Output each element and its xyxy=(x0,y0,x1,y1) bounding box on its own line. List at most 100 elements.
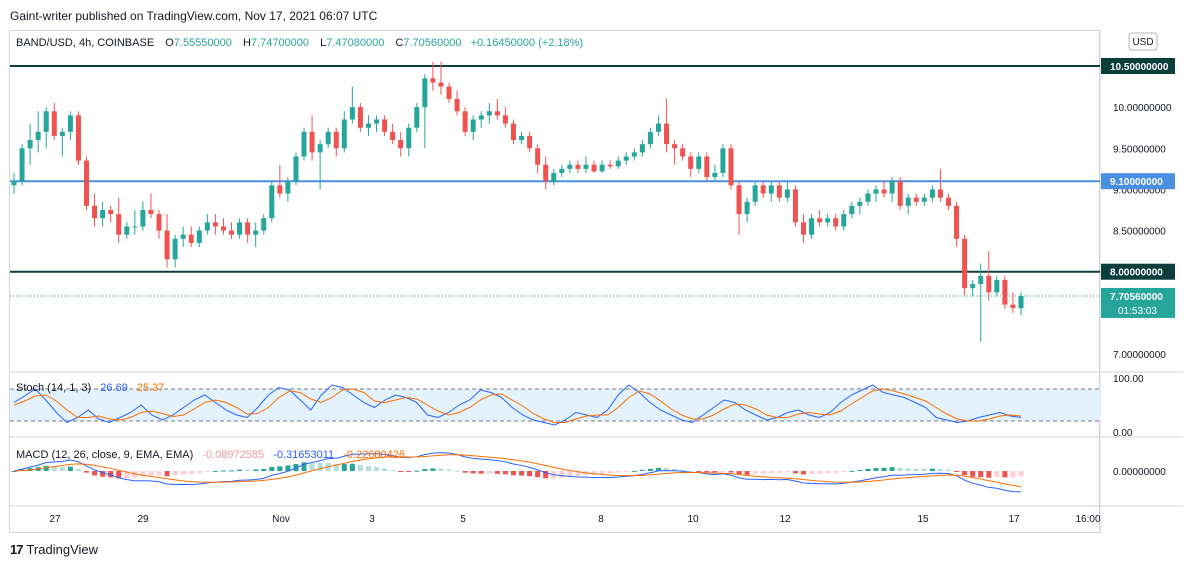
candle-body xyxy=(92,205,98,219)
macd-hist-bar xyxy=(349,463,355,471)
time-axis[interactable]: 27 29 Nov 3 5 8 10 12 15 17 16:00 xyxy=(49,514,1101,525)
time-tick: 12 xyxy=(779,514,791,525)
macd-hist-bar xyxy=(253,469,259,471)
macd-hist-bar xyxy=(261,468,267,471)
time-tick: 8 xyxy=(598,514,604,525)
last-price-badge xyxy=(1101,287,1175,318)
level-badge-label: 10.50000000 xyxy=(1110,62,1169,73)
macd-hist-bar xyxy=(929,468,935,471)
candle-body xyxy=(269,185,275,219)
time-tick: 17 xyxy=(1008,514,1020,525)
candle-series[interactable] xyxy=(11,61,1024,342)
candle-body xyxy=(519,135,525,141)
candle-body xyxy=(180,234,186,239)
macd-hist-bar xyxy=(470,471,476,474)
macd-hist-bar xyxy=(672,468,678,471)
macd-hist-bar xyxy=(655,467,661,471)
macd-hist-bar xyxy=(994,471,1000,478)
time-tick: 27 xyxy=(49,514,61,525)
macd-hist-bar xyxy=(744,471,750,475)
macd-hist-bar xyxy=(317,462,323,471)
time-tick: Nov xyxy=(272,514,290,525)
level-badge xyxy=(1101,58,1175,74)
candle-body xyxy=(1018,295,1024,309)
candle-body xyxy=(591,164,597,172)
candle-body xyxy=(204,222,210,231)
price-tick: 9.00000000 xyxy=(1113,185,1166,196)
macd-hist-bar xyxy=(164,471,170,477)
candle-body xyxy=(212,222,218,227)
macd-hist-bar xyxy=(212,470,218,472)
macd-hist-bar xyxy=(1018,471,1024,477)
price-tick: 10.00000000 xyxy=(1113,103,1172,114)
macd-value: -0.31653011 xyxy=(273,449,334,461)
macd-hist-bar xyxy=(341,464,347,471)
candle-body xyxy=(309,131,315,153)
candle-body xyxy=(897,181,903,206)
candle-body xyxy=(357,107,363,128)
macd-hist-bar xyxy=(140,471,146,477)
candle-body xyxy=(954,205,960,239)
candle-body xyxy=(551,172,557,182)
macd-hist-bar xyxy=(841,471,847,472)
macd-hist-bar xyxy=(680,469,686,471)
symbol-label: BAND/USD, 4h, COINBASE xyxy=(16,37,154,49)
candle-body xyxy=(664,123,670,145)
candle-body xyxy=(438,82,444,87)
candle-body xyxy=(825,218,831,223)
candle-body xyxy=(817,218,823,223)
macd-hist-bar xyxy=(422,469,428,471)
macd-hist-bar xyxy=(245,469,251,471)
candle-body xyxy=(857,201,863,206)
candle-body xyxy=(583,164,589,169)
candle-body xyxy=(921,197,927,202)
candle-body xyxy=(527,135,533,149)
price-axis[interactable]: 10.00000000 9.50000000 9.00000000 8.5000000… xyxy=(1113,103,1172,361)
macd-hist-bar xyxy=(398,471,404,472)
candle-body xyxy=(728,148,734,186)
macd-hist-bar xyxy=(937,468,943,471)
candle-body xyxy=(962,238,968,289)
candle-body xyxy=(535,148,541,165)
open-value: 7.55550000 xyxy=(174,37,232,49)
candle-body xyxy=(937,189,943,198)
candle-body xyxy=(672,144,678,149)
candle-body xyxy=(446,86,452,99)
macd-hist-bar xyxy=(301,462,307,471)
candle-body xyxy=(148,210,154,215)
candle-body xyxy=(615,160,621,167)
macd-hist-bar xyxy=(728,471,734,473)
macd-hist-bar xyxy=(172,471,178,476)
candle-body xyxy=(905,197,911,206)
macd-hist-bar xyxy=(1010,471,1016,478)
candle-body xyxy=(390,131,396,141)
price-tick: 8.50000000 xyxy=(1113,227,1166,238)
tradingview-logo[interactable]: 17 TradingView xyxy=(10,542,99,557)
macd-hist-bar xyxy=(374,466,380,471)
candle-body xyxy=(349,107,355,120)
macd-hist-bar xyxy=(51,466,57,471)
time-tick: 5 xyxy=(460,514,466,525)
macd-hist-bar xyxy=(591,471,597,475)
macd-hist-bar xyxy=(881,467,887,471)
macd-hist-bar xyxy=(825,471,831,474)
candle-body xyxy=(889,181,895,194)
candle-body xyxy=(301,131,307,157)
candle-body xyxy=(414,107,420,128)
macd-hist-bar xyxy=(978,471,984,478)
macd-hist-bar xyxy=(575,471,581,477)
stoch-d-value: 25.37 xyxy=(137,382,165,394)
macd-hist-bar xyxy=(1002,471,1008,478)
stoch-k-value: 26.69 xyxy=(100,382,128,394)
macd-histogram xyxy=(11,462,1024,479)
level-badge xyxy=(1101,173,1175,190)
macd-hist-bar xyxy=(905,468,911,471)
candle-body xyxy=(164,230,170,260)
candle-body xyxy=(132,226,138,228)
currency-button[interactable]: USD xyxy=(1128,32,1158,51)
price-tick: 9.50000000 xyxy=(1113,144,1166,155)
candle-body xyxy=(261,218,267,231)
tradingview-logo-icon: 17 xyxy=(10,542,24,557)
candle-body xyxy=(913,197,919,202)
